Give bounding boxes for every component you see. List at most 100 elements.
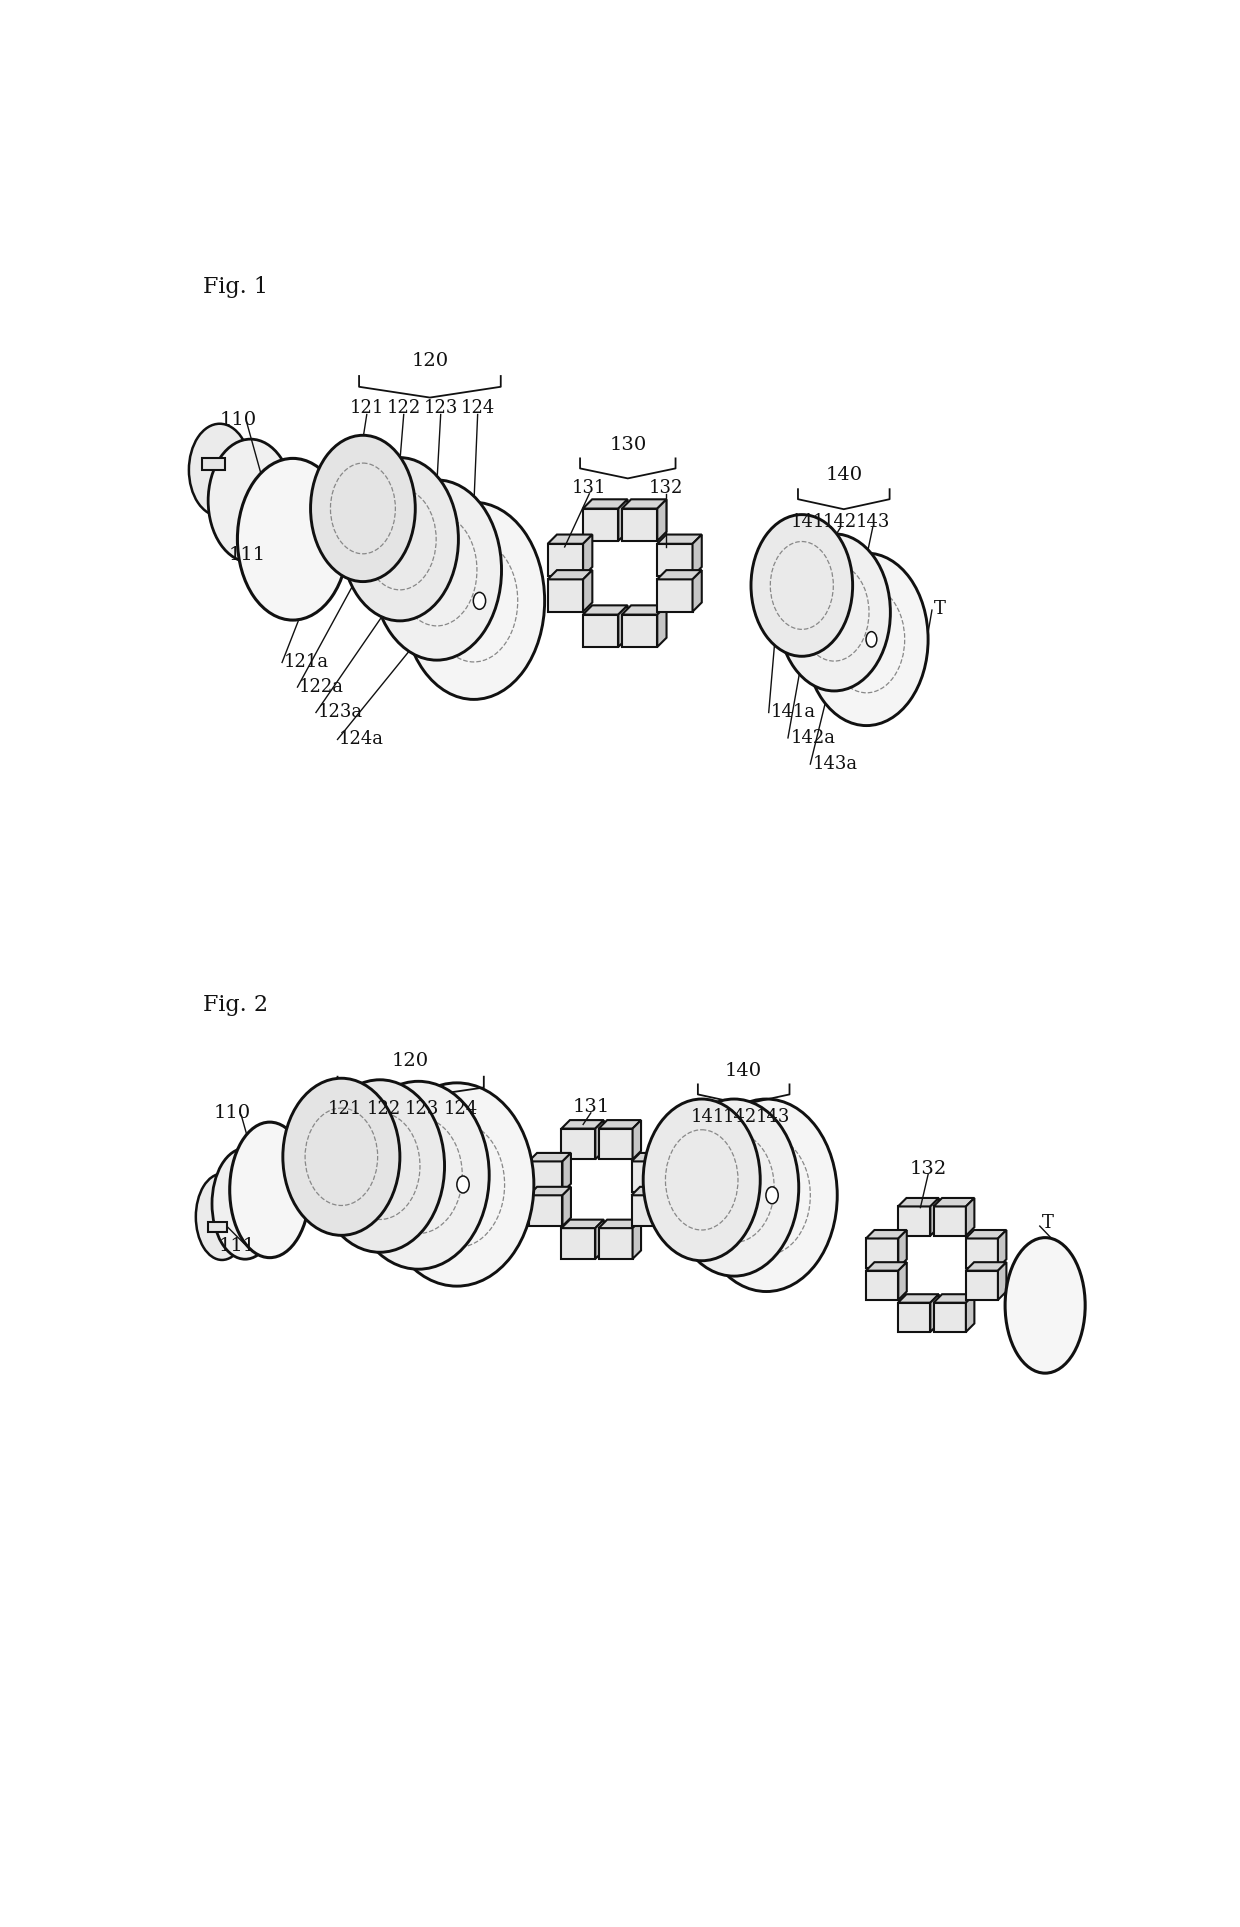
Polygon shape bbox=[583, 509, 619, 541]
Polygon shape bbox=[528, 1162, 563, 1193]
Polygon shape bbox=[866, 1239, 898, 1268]
Text: 142: 142 bbox=[723, 1108, 758, 1125]
Text: T: T bbox=[934, 599, 946, 617]
Polygon shape bbox=[622, 499, 667, 509]
Polygon shape bbox=[692, 570, 702, 611]
Text: 121: 121 bbox=[329, 1100, 362, 1118]
Text: 143: 143 bbox=[856, 513, 890, 530]
Polygon shape bbox=[622, 615, 657, 647]
Text: 124: 124 bbox=[460, 399, 495, 418]
Ellipse shape bbox=[805, 553, 928, 726]
Polygon shape bbox=[966, 1229, 1007, 1239]
Ellipse shape bbox=[372, 480, 501, 661]
Polygon shape bbox=[599, 1129, 632, 1160]
Ellipse shape bbox=[670, 1098, 799, 1276]
Polygon shape bbox=[632, 1220, 641, 1258]
Text: 124: 124 bbox=[444, 1100, 477, 1118]
Ellipse shape bbox=[379, 1083, 534, 1285]
Ellipse shape bbox=[644, 1098, 760, 1260]
Ellipse shape bbox=[1006, 1237, 1085, 1374]
Ellipse shape bbox=[212, 1148, 278, 1258]
Text: 141: 141 bbox=[791, 513, 825, 530]
Polygon shape bbox=[866, 1229, 906, 1239]
Polygon shape bbox=[562, 1129, 595, 1160]
Text: Fig. 1: Fig. 1 bbox=[203, 276, 268, 299]
Text: 110: 110 bbox=[219, 410, 257, 430]
Text: 122a: 122a bbox=[299, 678, 343, 696]
Polygon shape bbox=[599, 1120, 641, 1129]
Polygon shape bbox=[934, 1303, 966, 1332]
Polygon shape bbox=[898, 1229, 906, 1268]
Polygon shape bbox=[866, 1270, 898, 1301]
Ellipse shape bbox=[474, 592, 486, 609]
Polygon shape bbox=[930, 1295, 939, 1332]
Text: 123a: 123a bbox=[317, 703, 362, 721]
Polygon shape bbox=[666, 1152, 673, 1193]
Polygon shape bbox=[619, 605, 627, 647]
Polygon shape bbox=[966, 1199, 975, 1235]
Polygon shape bbox=[898, 1206, 930, 1235]
Polygon shape bbox=[562, 1220, 604, 1227]
Text: 123: 123 bbox=[405, 1100, 439, 1118]
Polygon shape bbox=[583, 534, 593, 576]
Polygon shape bbox=[966, 1239, 998, 1268]
Polygon shape bbox=[934, 1295, 975, 1303]
Text: 124a: 124a bbox=[339, 730, 384, 748]
Polygon shape bbox=[966, 1262, 1007, 1270]
Text: 111: 111 bbox=[229, 545, 267, 563]
Ellipse shape bbox=[347, 1081, 490, 1270]
Ellipse shape bbox=[777, 534, 890, 692]
Text: 142a: 142a bbox=[790, 728, 836, 748]
Ellipse shape bbox=[283, 1079, 399, 1235]
Text: 140: 140 bbox=[826, 466, 862, 484]
Ellipse shape bbox=[315, 1079, 445, 1253]
Polygon shape bbox=[563, 1152, 570, 1193]
Polygon shape bbox=[583, 570, 593, 611]
Polygon shape bbox=[631, 1152, 673, 1162]
Polygon shape bbox=[998, 1262, 1007, 1301]
Ellipse shape bbox=[310, 436, 415, 582]
Polygon shape bbox=[930, 1199, 939, 1235]
Polygon shape bbox=[632, 1120, 641, 1160]
Ellipse shape bbox=[341, 457, 459, 620]
Ellipse shape bbox=[229, 1122, 310, 1258]
Polygon shape bbox=[998, 1229, 1007, 1268]
Polygon shape bbox=[898, 1295, 939, 1303]
Text: 143a: 143a bbox=[812, 755, 858, 773]
Polygon shape bbox=[202, 459, 226, 470]
Polygon shape bbox=[657, 570, 702, 580]
Text: 143: 143 bbox=[755, 1108, 790, 1125]
Ellipse shape bbox=[696, 1098, 837, 1291]
Polygon shape bbox=[622, 605, 667, 615]
Polygon shape bbox=[548, 570, 593, 580]
Text: 141a: 141a bbox=[771, 703, 816, 721]
Polygon shape bbox=[966, 1295, 975, 1332]
Polygon shape bbox=[692, 534, 702, 576]
Text: 111: 111 bbox=[218, 1237, 255, 1254]
Text: 142: 142 bbox=[823, 513, 857, 530]
Polygon shape bbox=[657, 534, 702, 543]
Polygon shape bbox=[657, 543, 692, 576]
Polygon shape bbox=[548, 580, 583, 611]
Text: T: T bbox=[1042, 1214, 1054, 1231]
Text: 120: 120 bbox=[392, 1052, 429, 1069]
Polygon shape bbox=[583, 605, 627, 615]
Polygon shape bbox=[583, 615, 619, 647]
Polygon shape bbox=[631, 1162, 666, 1193]
Polygon shape bbox=[208, 1222, 227, 1231]
Text: 120: 120 bbox=[412, 351, 449, 370]
Text: 123: 123 bbox=[424, 399, 458, 418]
Ellipse shape bbox=[237, 459, 348, 620]
Polygon shape bbox=[599, 1220, 641, 1227]
Polygon shape bbox=[599, 1227, 632, 1258]
Ellipse shape bbox=[751, 515, 853, 657]
Text: 122: 122 bbox=[387, 399, 420, 418]
Ellipse shape bbox=[403, 503, 544, 700]
Text: 121a: 121a bbox=[284, 653, 329, 671]
Polygon shape bbox=[562, 1227, 595, 1258]
Ellipse shape bbox=[196, 1174, 248, 1260]
Polygon shape bbox=[631, 1187, 673, 1195]
Polygon shape bbox=[619, 499, 627, 541]
Polygon shape bbox=[934, 1206, 966, 1235]
Polygon shape bbox=[548, 534, 593, 543]
